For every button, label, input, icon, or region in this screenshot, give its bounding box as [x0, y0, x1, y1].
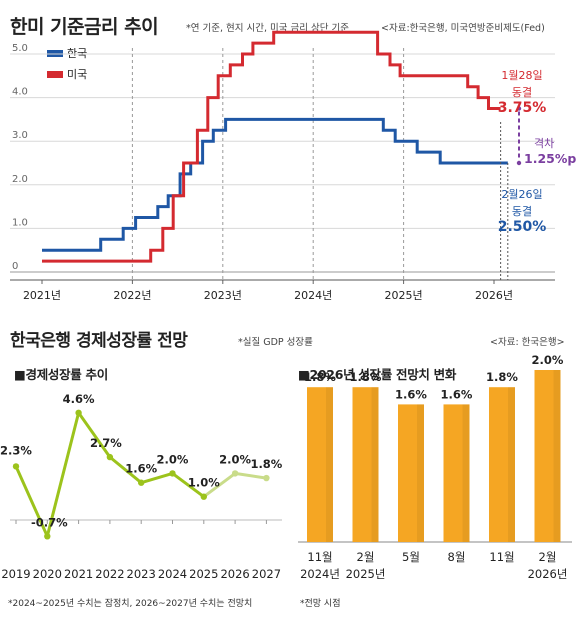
growth-value-label: 1.8%	[250, 457, 282, 471]
rate-y-tick-label: 4.0	[12, 87, 28, 98]
growth-x-tick-label: 2023	[127, 567, 156, 581]
growth-point	[138, 479, 145, 486]
forecast-bar-shade	[326, 387, 333, 542]
growth-x-tick-label: 2021	[64, 567, 93, 581]
forecast-x-tick-label: 2월	[539, 550, 557, 564]
forecast-bar-shade	[508, 387, 515, 542]
rate-chart-title: 한미 기준금리 추이	[10, 16, 159, 38]
legend-swatch-us	[47, 71, 63, 78]
rate-x-tick-label: 2022년	[113, 289, 151, 302]
gap-point-bottom	[516, 160, 522, 166]
growth-point	[12, 463, 20, 470]
forecast-bar-shade	[417, 404, 424, 542]
gap-label: 격차	[534, 137, 555, 150]
forecast-x-tick-label: 5월	[402, 550, 420, 564]
us-freeze-date: 1월28일	[501, 69, 543, 82]
growth-point	[169, 470, 176, 477]
forecast-x-tick-label: 8월	[448, 550, 466, 564]
growth-section-note: *실질 GDP 성장률	[238, 337, 313, 348]
growth-x-tick-label: 2020	[33, 567, 62, 581]
gap-value: 1.25%p	[524, 151, 577, 166]
forecast-value-label: 1.8%	[304, 370, 336, 384]
forecast-x-tick-label: 2025년	[346, 567, 386, 581]
forecast-bar-shade	[371, 387, 379, 542]
growth-point	[75, 409, 82, 417]
rate-chart: 0 1.0 2.0 3.0 4.0 5.0 2021년 2022년 2023년 2024년 202…	[10, 30, 555, 302]
us-freeze-status: 동결	[511, 86, 533, 99]
rate-x-tick-label: 2026년	[475, 289, 513, 302]
rate-y-tick-label: 5.0	[12, 43, 28, 54]
rate-chart-source: <자료:한국은행, 미국연방준비제도(Fed)	[381, 23, 545, 34]
growth-value-label: 1.6%	[125, 462, 157, 476]
forecast-bar-chart: 1.8% 1.8% 1.6% 1.6% 1.8% 2.0% 11월 2024년 2월 2025년…	[298, 353, 572, 581]
growth-value-label: 2.0%	[219, 452, 251, 466]
forecast-bar	[443, 404, 470, 542]
growth-line-chart: 2.3%-0.7%4.6%2.7%1.6%2.0%1.0%2.0% 1.8% 20…	[0, 392, 283, 581]
forecast-x-tick-label: 11월	[489, 550, 514, 564]
growth-point	[263, 474, 270, 482]
growth-value-label: 2.0%	[157, 452, 189, 466]
kr-freeze-date: 2월26일	[501, 188, 543, 201]
us-rate-value: 3.75%	[497, 100, 547, 116]
forecast-bar-shade	[553, 370, 561, 542]
growth-value-label: -0.7%	[31, 515, 68, 529]
growth-section-source: <자료: 한국은행>	[490, 337, 565, 348]
kr-freeze-status: 동결	[511, 205, 533, 218]
forecast-bar	[398, 404, 424, 542]
growth-section-title: 한국은행 경제성장률 전망	[10, 331, 188, 351]
growth-value-label: 4.6%	[63, 392, 95, 406]
forecast-bar	[307, 387, 333, 542]
footnote-right: *전망 시점	[300, 599, 341, 609]
legend-label-us: 미국	[67, 68, 88, 81]
growth-value-label: 2.7%	[90, 436, 122, 450]
rate-x-tick-label: 2024년	[294, 289, 332, 302]
us-rate-line	[42, 30, 501, 263]
growth-x-tick-label: 2019	[1, 567, 30, 581]
forecast-bar	[489, 387, 515, 542]
forecast-value-label: 2.0%	[532, 353, 564, 367]
rate-y-tick-label: 2.0	[12, 174, 28, 185]
forecast-x-tick-label: 2월	[357, 550, 375, 564]
rate-x-tick-label: 2023년	[204, 289, 242, 302]
growth-x-tick-label: 2026	[220, 567, 249, 581]
forecast-x-tick-label: 2026년	[528, 567, 568, 581]
growth-value-label: 2.3%	[0, 443, 32, 457]
forecast-bar	[352, 387, 379, 542]
growth-point	[231, 470, 239, 477]
rate-y-tick-label: 3.0	[12, 130, 28, 141]
growth-panel-title: ■경제성장률 추이	[14, 367, 108, 382]
rate-chart-note: *연 기준, 현지 시간, 미국 금리 상단 기준	[186, 23, 350, 34]
forecast-value-label: 1.6%	[395, 387, 427, 401]
growth-point	[200, 493, 207, 500]
forecast-value-label: 1.8%	[486, 370, 518, 384]
forecast-value-label: 1.6%	[441, 387, 473, 401]
growth-point	[106, 453, 114, 461]
growth-x-tick-label: 2024	[158, 567, 187, 581]
forecast-bar-shade	[462, 404, 470, 542]
kr-rate-value: 2.50%	[497, 219, 547, 235]
growth-x-tick-label: 2025	[189, 567, 218, 581]
growth-value-label: 1.0%	[188, 476, 220, 490]
rate-y-tick-label: 1.0	[12, 217, 28, 228]
gap-point-top	[516, 106, 522, 111]
rate-x-tick-label: 2021년	[23, 289, 61, 302]
forecast-panel-title: ■2026년 성장률 전망치 변화	[298, 367, 457, 382]
forecast-value-label: 1.8%	[350, 370, 382, 384]
forecast-x-tick-label: 11월	[307, 550, 332, 564]
growth-x-tick-label: 2027	[252, 567, 281, 581]
growth-x-tick-label: 2022	[95, 567, 124, 581]
growth-point	[44, 533, 51, 540]
rate-x-tick-label: 2025년	[385, 289, 423, 302]
forecast-x-tick-label: 2024년	[300, 567, 340, 581]
forecast-bar	[534, 370, 561, 542]
footnote-left: *2024~2025년 수치는 잠정치, 2026~2027년 수치는 전망치	[8, 599, 253, 609]
rate-y-tick-label: 0	[12, 261, 18, 272]
